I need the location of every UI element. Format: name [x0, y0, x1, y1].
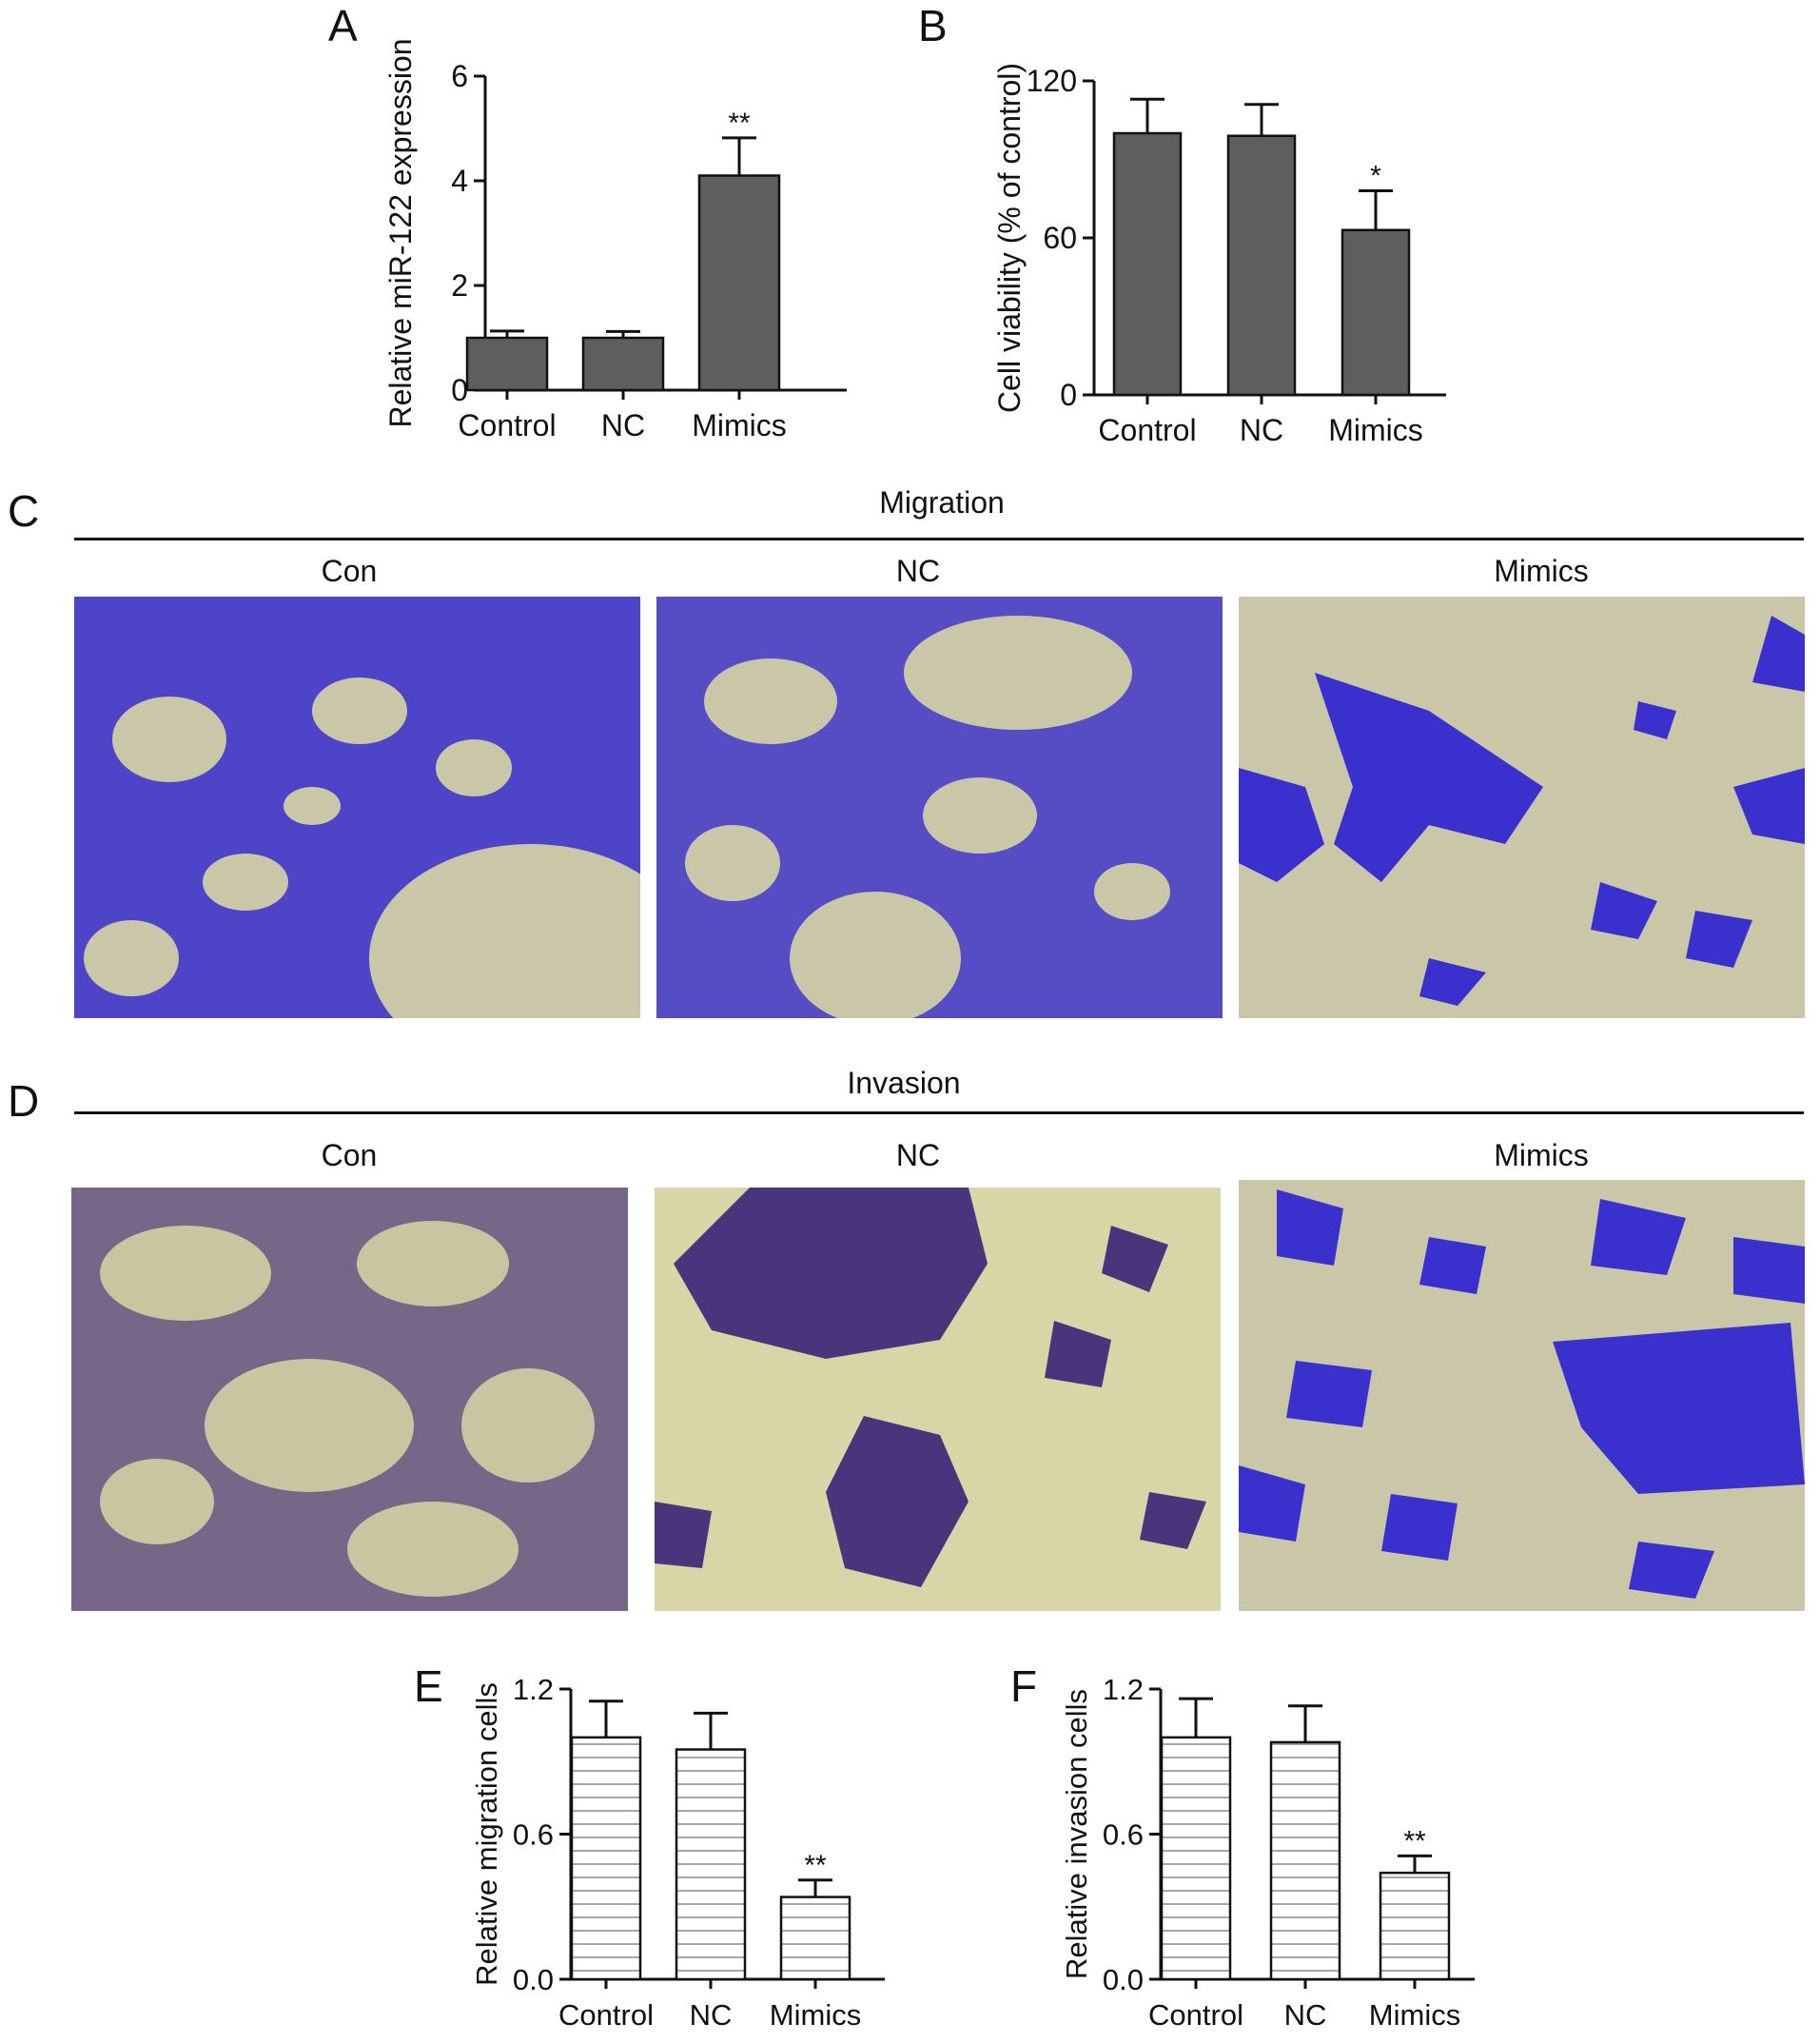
significance-B-2: *	[1370, 161, 1381, 192]
panel-letter-b: B	[918, 1, 948, 50]
y-axis-label-B: Cell viability (% of control)	[992, 63, 1027, 413]
bar-E-1	[675, 1748, 747, 1981]
bar-F-0	[1160, 1736, 1232, 1981]
y-tick-label-A: 0	[451, 373, 468, 407]
invasion-rule	[74, 1111, 1804, 1114]
y-tick-label-E: 0.6	[513, 1818, 554, 1852]
bar-E-2	[779, 1896, 851, 1981]
migration-image-mimics	[1239, 597, 1805, 1018]
y-tick-label-E: 1.2	[513, 1673, 554, 1706]
y-tick-label-A: 2	[451, 268, 468, 303]
invasion-title: Invasion	[847, 1066, 961, 1100]
migration-label-con: Con	[321, 554, 378, 588]
significance-E-2: **	[804, 1850, 827, 1881]
bar-A-0	[465, 336, 549, 392]
x-tick-label-B-1: NC	[1240, 413, 1283, 447]
x-tick-label-A-0: Control	[458, 408, 556, 442]
significance-F-2: **	[1403, 1825, 1426, 1856]
migration-mimics-stain	[1239, 597, 1805, 1018]
x-tick-label-A-1: NC	[601, 408, 645, 442]
bar-A-1	[581, 336, 665, 392]
y-tick-label-F: 0.0	[1103, 1963, 1144, 1996]
invasion-nc-stain	[655, 1188, 1221, 1611]
migration-title: Migration	[879, 485, 1005, 520]
y-tick-label-A: 6	[451, 59, 468, 93]
y-tick-label-F: 0.6	[1103, 1818, 1144, 1852]
migration-label-nc: NC	[895, 554, 941, 588]
y-axis-label-A: Relative miR-122 expression	[383, 38, 418, 427]
x-tick-label-B-0: Control	[1098, 413, 1196, 447]
bar-F-2	[1379, 1871, 1451, 1981]
y-tick-label-B: 60	[1043, 221, 1077, 255]
migration-nc-stain	[656, 597, 1223, 1018]
migration-image-con	[74, 597, 640, 1018]
migration-label-mimics: Mimics	[1494, 554, 1589, 588]
panel-letter-d: D	[8, 1076, 40, 1126]
bar-E-0	[570, 1736, 642, 1981]
migration-rule	[74, 538, 1804, 540]
y-tick-label-B: 0	[1060, 378, 1077, 412]
migration-image-nc	[656, 597, 1223, 1018]
invasion-image-con	[71, 1188, 628, 1611]
bar-A-2	[697, 174, 781, 392]
bar-B-2	[1341, 228, 1411, 397]
invasion-image-mimics	[1239, 1180, 1805, 1611]
bar-B-1	[1226, 134, 1297, 397]
y-axis-label-F: Relative invasion cells	[1060, 1689, 1093, 1979]
x-tick-label-B-2: Mimics	[1328, 413, 1423, 447]
x-tick-label-E-2: Mimics	[770, 1998, 861, 2032]
invasion-con-stain	[71, 1188, 628, 1611]
panel-letter-e: E	[414, 1661, 443, 1711]
x-tick-label-F-2: Mimics	[1369, 1998, 1460, 2032]
y-tick-label-E: 0.0	[513, 1963, 554, 1996]
y-axis-label-E: Relative migration cells	[470, 1682, 503, 1986]
bar-F-1	[1269, 1740, 1341, 1981]
x-tick-label-E-0: Control	[558, 1998, 654, 2032]
x-tick-label-F-1: NC	[1284, 1998, 1327, 2032]
invasion-label-nc: NC	[895, 1138, 941, 1172]
panel-letter-f: F	[1010, 1661, 1038, 1711]
x-tick-label-E-1: NC	[690, 1998, 733, 2032]
bar-B-0	[1112, 131, 1183, 397]
invasion-mimics-stain	[1239, 1180, 1805, 1611]
invasion-image-nc	[655, 1188, 1221, 1611]
panel-letter-c: C	[8, 486, 40, 536]
invasion-label-mimics: Mimics	[1494, 1138, 1589, 1172]
chart-f: 0.0 0.6 1.2 Relative invasion cells Control N…	[1060, 1673, 1475, 2032]
y-tick-label-A: 4	[451, 164, 468, 198]
x-tick-label-A-2: Mimics	[692, 408, 787, 442]
chart-a: 0 2 4 6 Relative miR-122 expression Control NC…	[383, 38, 847, 442]
migration-con-stain	[74, 597, 640, 1018]
y-tick-label-B: 120	[1027, 64, 1077, 98]
invasion-label-con: Con	[321, 1138, 378, 1172]
x-tick-label-F-0: Control	[1148, 1998, 1243, 2032]
y-tick-label-F: 1.2	[1103, 1673, 1144, 1706]
significance-A-2: **	[728, 108, 751, 139]
panel-letter-a: A	[328, 1, 358, 50]
chart-e: 0.0 0.6 1.2 Relative migration cells Control…	[470, 1673, 885, 2032]
